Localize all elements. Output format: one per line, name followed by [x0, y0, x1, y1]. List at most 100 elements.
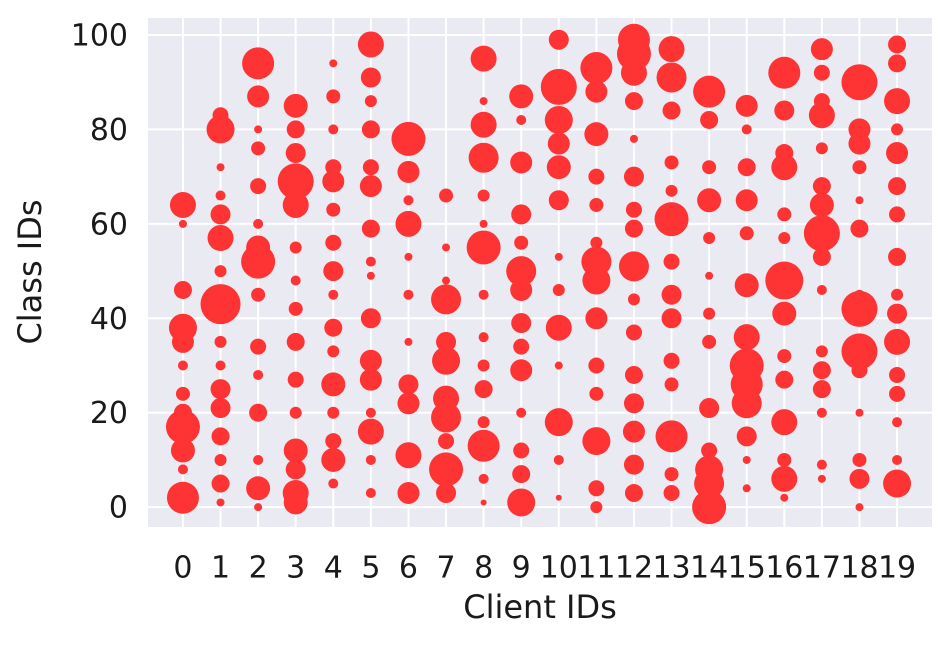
bubble	[398, 374, 419, 395]
bubble	[442, 276, 451, 285]
bubble	[765, 261, 804, 300]
bubble	[477, 189, 490, 202]
bubble	[210, 379, 231, 400]
bubble	[510, 151, 533, 174]
bubble	[584, 122, 609, 147]
bubble	[545, 314, 572, 341]
bubble	[739, 226, 754, 241]
bubble	[251, 141, 266, 156]
bubble	[429, 452, 464, 487]
bubble	[513, 442, 530, 459]
bubble	[664, 467, 679, 482]
bubble	[467, 429, 500, 462]
bubble	[250, 338, 267, 355]
bubble	[288, 301, 303, 316]
bubble	[253, 454, 264, 465]
bubble	[855, 196, 864, 205]
bubble	[554, 252, 563, 261]
bubble	[438, 433, 455, 450]
bubble	[365, 407, 376, 418]
bubble	[590, 236, 603, 249]
bubble	[887, 303, 908, 324]
bubble	[391, 121, 426, 156]
bubble	[771, 154, 798, 181]
bubble	[778, 232, 791, 245]
bubble	[285, 143, 306, 164]
bubble	[616, 36, 651, 71]
bubble	[892, 417, 903, 428]
bubble	[360, 308, 381, 329]
bubble	[242, 47, 275, 80]
bubble	[735, 94, 758, 117]
bubble	[624, 92, 643, 111]
bubble	[327, 345, 340, 358]
bubble	[211, 474, 230, 493]
x-tick-label: 6	[399, 551, 418, 586]
bubble	[364, 95, 377, 108]
bubble	[662, 101, 681, 120]
bubble	[555, 494, 562, 501]
bubble	[322, 170, 345, 193]
bubble	[404, 337, 413, 346]
bubble	[474, 380, 493, 399]
bubble	[692, 490, 727, 525]
bubble	[175, 386, 190, 401]
bubble	[397, 392, 420, 415]
bubble	[809, 192, 834, 217]
bubble	[654, 202, 689, 237]
bubble	[286, 332, 305, 351]
bubble	[803, 215, 840, 252]
bubble	[283, 438, 308, 463]
bubble	[289, 406, 302, 419]
bubble	[282, 191, 309, 218]
bubble	[780, 493, 789, 502]
x-tick-label: 4	[324, 551, 343, 586]
bubble	[215, 360, 226, 371]
bubble	[888, 54, 907, 73]
bubble	[589, 197, 604, 212]
bubble	[851, 362, 868, 379]
bubble	[855, 408, 864, 417]
bubble	[365, 488, 376, 499]
bubble	[254, 125, 263, 134]
bubble	[478, 332, 489, 343]
bubble	[365, 256, 376, 267]
bubble	[287, 371, 304, 388]
bubble	[624, 219, 643, 238]
bubble	[700, 110, 719, 129]
bubble	[177, 464, 188, 475]
bubble	[852, 160, 867, 175]
y-tick-label: 80	[90, 113, 128, 148]
bubble	[507, 488, 536, 517]
bubble	[514, 235, 529, 250]
bubble	[516, 407, 527, 418]
x-tick-label: 19	[878, 551, 916, 586]
bubble	[359, 349, 382, 372]
bubble	[511, 204, 532, 225]
bubble	[777, 452, 792, 467]
bubble	[884, 328, 911, 355]
bubble	[431, 402, 462, 433]
bubble	[625, 324, 642, 341]
bubble	[357, 418, 384, 445]
bubble	[206, 115, 235, 144]
bubble	[251, 287, 266, 302]
bubble	[170, 438, 195, 463]
bubble	[253, 218, 264, 229]
bubble	[210, 398, 231, 419]
bubble	[548, 29, 569, 50]
bubble	[888, 247, 907, 266]
bubble	[884, 88, 911, 115]
bubble	[547, 132, 570, 155]
bubble	[777, 207, 792, 222]
bubble	[742, 484, 751, 493]
bubble	[321, 372, 346, 397]
bubble	[554, 361, 563, 370]
bubble	[585, 307, 608, 330]
bubble	[327, 406, 340, 419]
bubble	[216, 498, 225, 507]
bubble	[166, 481, 199, 514]
bubble	[439, 188, 454, 203]
bubble	[466, 230, 501, 265]
